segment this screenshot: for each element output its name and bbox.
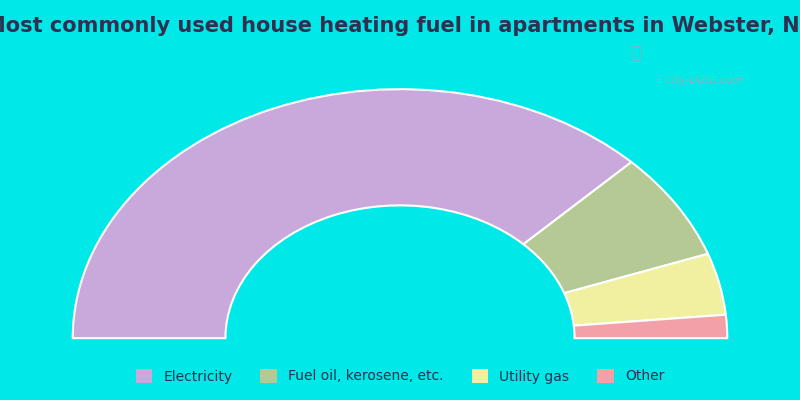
Text: City-Data.com: City-Data.com bbox=[664, 75, 744, 85]
Text: Most commonly used house heating fuel in apartments in Webster, NC: Most commonly used house heating fuel in… bbox=[0, 16, 800, 36]
Wedge shape bbox=[523, 162, 708, 293]
Wedge shape bbox=[574, 315, 727, 338]
Legend: Electricity, Fuel oil, kerosene, etc., Utility gas, Other: Electricity, Fuel oil, kerosene, etc., U… bbox=[130, 363, 670, 389]
Wedge shape bbox=[564, 254, 726, 326]
Text: ⚿: ⚿ bbox=[631, 44, 641, 62]
Wedge shape bbox=[73, 89, 631, 338]
